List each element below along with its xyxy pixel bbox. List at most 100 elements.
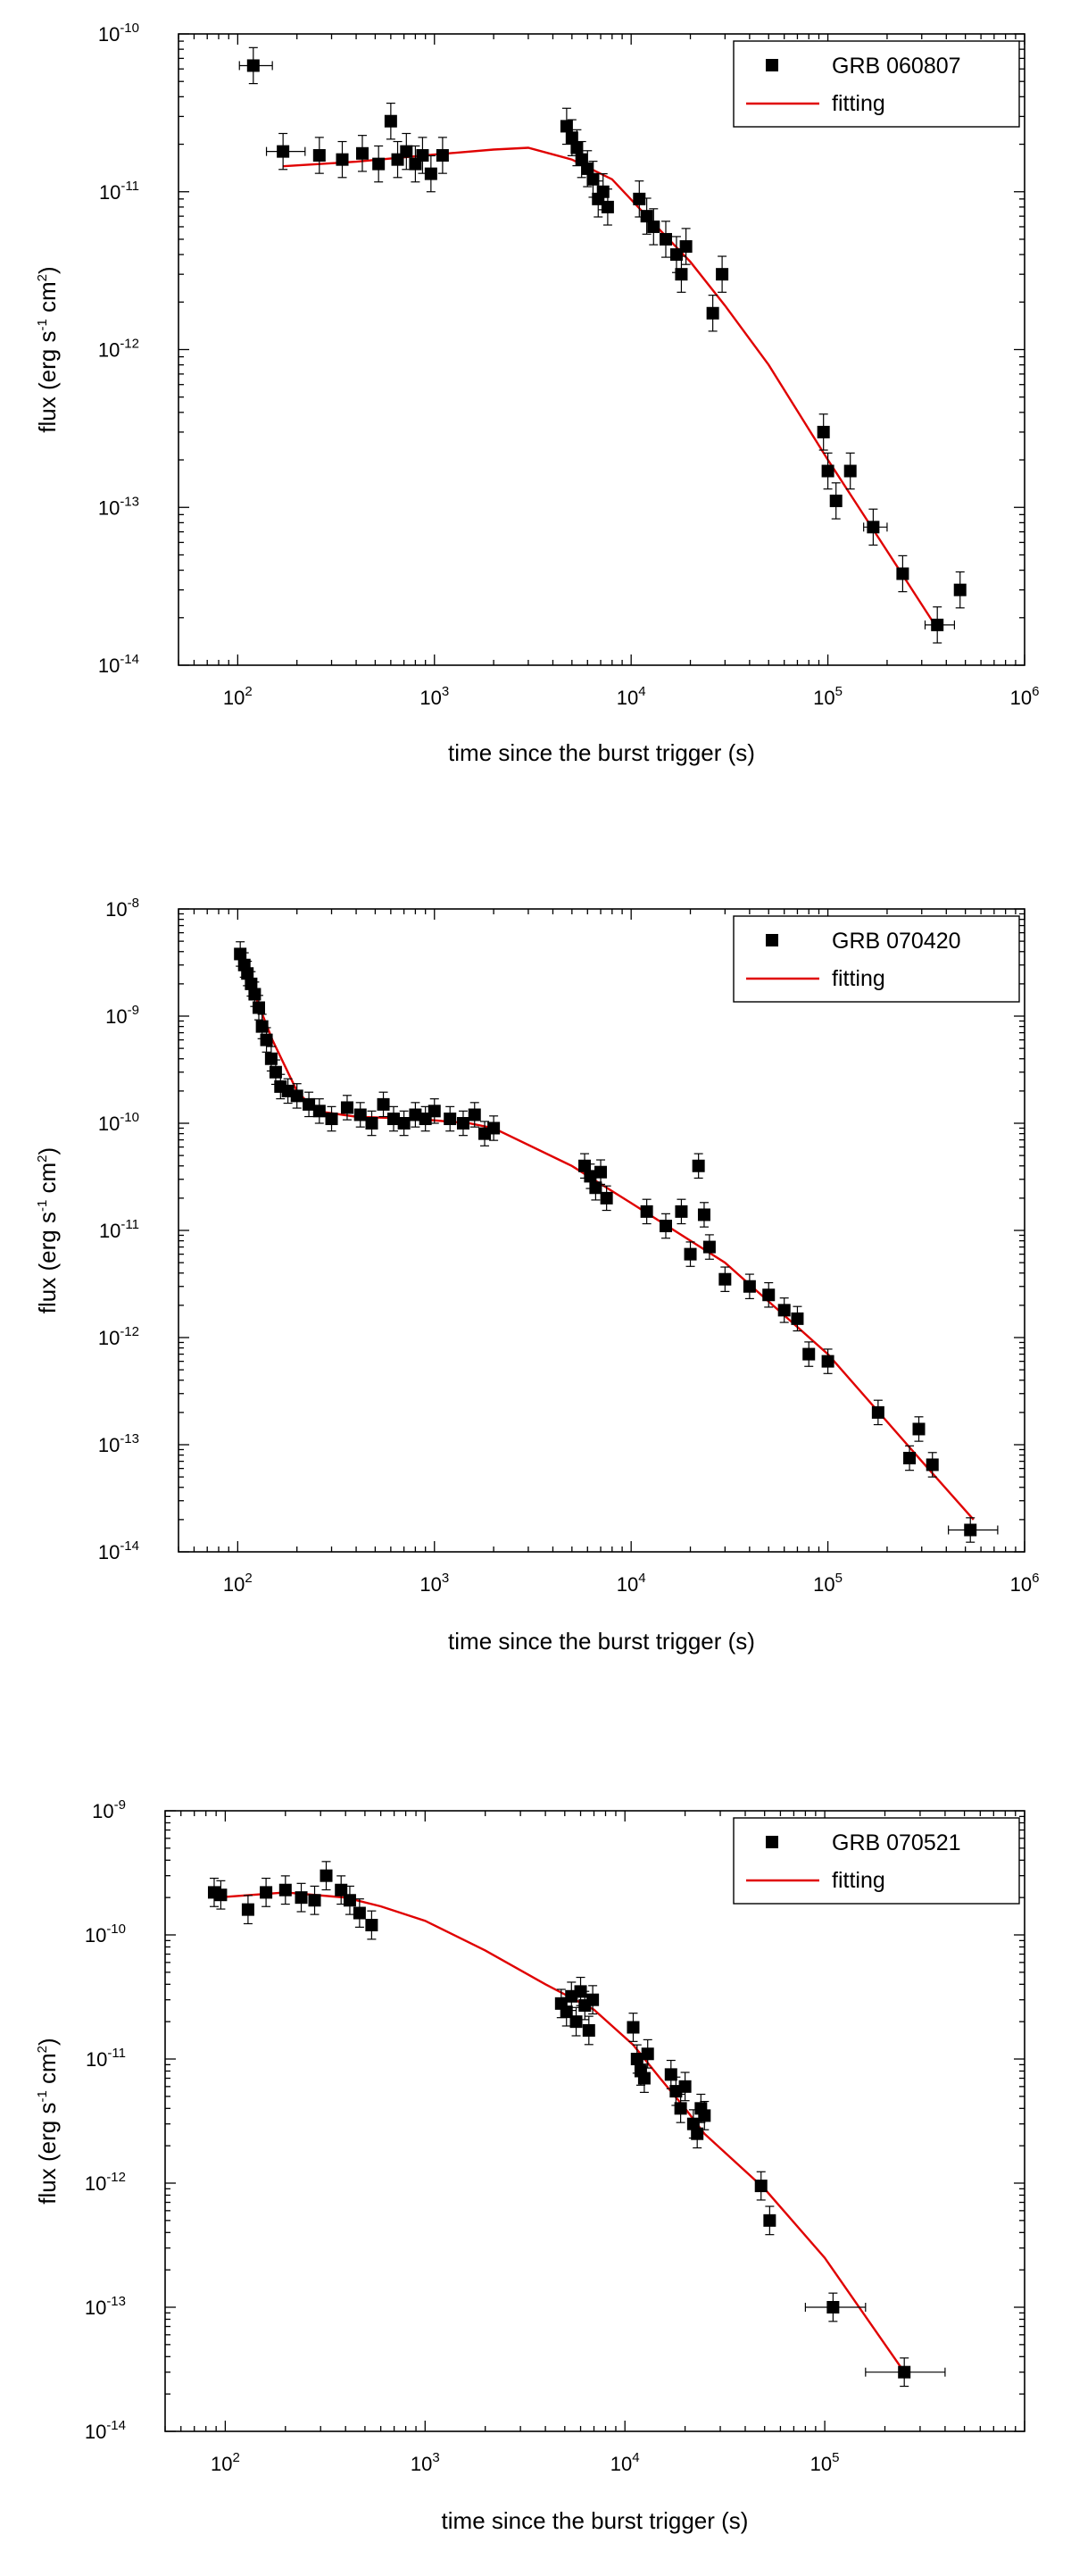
data-point — [675, 1198, 688, 1225]
data-marker — [641, 2047, 654, 2061]
data-point — [582, 2015, 595, 2046]
data-point — [248, 981, 262, 1007]
data-point — [312, 1098, 326, 1124]
data-marker — [821, 464, 834, 478]
data-point — [640, 1198, 653, 1225]
data-point — [320, 1861, 333, 1891]
data-marker — [214, 1888, 228, 1902]
data-point — [754, 2171, 768, 2201]
data-point — [674, 2093, 687, 2123]
y-tick-label: 10-9 — [92, 1797, 126, 1822]
data-marker — [400, 145, 413, 158]
data-point — [303, 1091, 316, 1118]
x-tick-label: 103 — [419, 1571, 449, 1596]
data-point — [397, 1110, 411, 1137]
data-marker — [754, 2180, 768, 2193]
x-tick-label: 104 — [617, 684, 646, 709]
data-marker — [252, 1001, 265, 1014]
data-marker — [821, 1355, 834, 1368]
data-marker — [912, 1422, 926, 1436]
data-point — [777, 1297, 791, 1323]
data-marker — [424, 167, 437, 180]
data-marker — [444, 1113, 457, 1126]
data-marker — [691, 2127, 704, 2140]
data-marker — [718, 1272, 732, 1286]
data-marker — [255, 1020, 269, 1033]
data-point — [569, 2006, 583, 2037]
data-marker — [335, 1883, 348, 1897]
data-point — [679, 228, 693, 265]
data-point — [691, 2119, 704, 2149]
data-point — [241, 1895, 254, 1925]
data-point — [659, 1213, 672, 1239]
data-marker — [303, 1097, 316, 1111]
data-point — [365, 1110, 378, 1137]
data-point — [600, 1185, 613, 1212]
data-marker — [384, 114, 397, 128]
data-point — [926, 1452, 939, 1478]
data-point — [601, 188, 614, 226]
data-point — [763, 2205, 776, 2236]
data-point — [821, 452, 834, 490]
plot-frame — [164, 1810, 1025, 2432]
data-marker — [697, 1208, 710, 1221]
data-point — [953, 571, 967, 609]
data-marker — [903, 1451, 917, 1464]
data-point — [903, 1445, 917, 1471]
data-marker — [353, 1906, 366, 1920]
legend-label: fitting — [832, 1868, 885, 1893]
data-marker — [336, 153, 349, 166]
data-marker — [647, 220, 660, 233]
data-marker — [560, 120, 573, 133]
data-marker — [659, 1220, 672, 1233]
data-marker — [640, 1205, 653, 1218]
legend-box — [733, 40, 1020, 128]
data-point — [424, 154, 437, 193]
data-marker — [586, 172, 600, 186]
data-point — [802, 1341, 816, 1367]
data-marker — [456, 1117, 469, 1130]
data-marker — [640, 210, 653, 223]
legend-label: fitting — [832, 966, 885, 991]
data-point — [594, 1159, 608, 1185]
data-point — [678, 2072, 692, 2102]
data-marker — [295, 1891, 308, 1905]
data-marker — [601, 200, 614, 213]
data-marker — [312, 149, 326, 163]
data-marker — [678, 2080, 692, 2093]
data-point — [912, 1416, 926, 1442]
y-tick-label: 10-9 — [105, 1003, 139, 1028]
data-point — [829, 482, 843, 520]
data-marker — [565, 131, 578, 145]
data-marker — [716, 268, 729, 281]
data-marker — [630, 2053, 643, 2065]
data-point — [353, 1898, 366, 1928]
data-marker — [762, 1288, 776, 1302]
y-tick-label: 10-14 — [85, 2418, 126, 2443]
data-point — [444, 1105, 457, 1132]
data-marker — [355, 146, 369, 160]
data-point — [633, 180, 646, 218]
fitting-curve — [283, 146, 936, 626]
data-marker — [692, 1159, 705, 1172]
y-tick-label: 10-13 — [85, 2294, 126, 2319]
data-point — [762, 1281, 776, 1308]
chart-grb-060807: 102 103 104 105 106 10-14 10-13 10-12 10-11 10-10… — [34, 21, 1040, 766]
legend-box — [733, 915, 1020, 1003]
data-marker — [589, 1181, 602, 1195]
x-tick-label: 102 — [223, 1571, 253, 1596]
x-tick-label: 106 — [1010, 684, 1040, 709]
data-marker — [308, 1894, 321, 1907]
data-point — [400, 132, 413, 171]
data-point — [791, 1305, 804, 1332]
data-point — [640, 197, 653, 235]
legend-box — [733, 1817, 1020, 1905]
x-tick-label: 105 — [813, 684, 843, 709]
data-point — [290, 1083, 303, 1109]
data-marker — [560, 2005, 573, 2019]
data-marker — [241, 1903, 254, 1916]
data-point — [409, 1102, 422, 1128]
data-marker — [290, 1089, 303, 1103]
data-point — [487, 1115, 501, 1141]
data-point — [260, 1877, 273, 1907]
